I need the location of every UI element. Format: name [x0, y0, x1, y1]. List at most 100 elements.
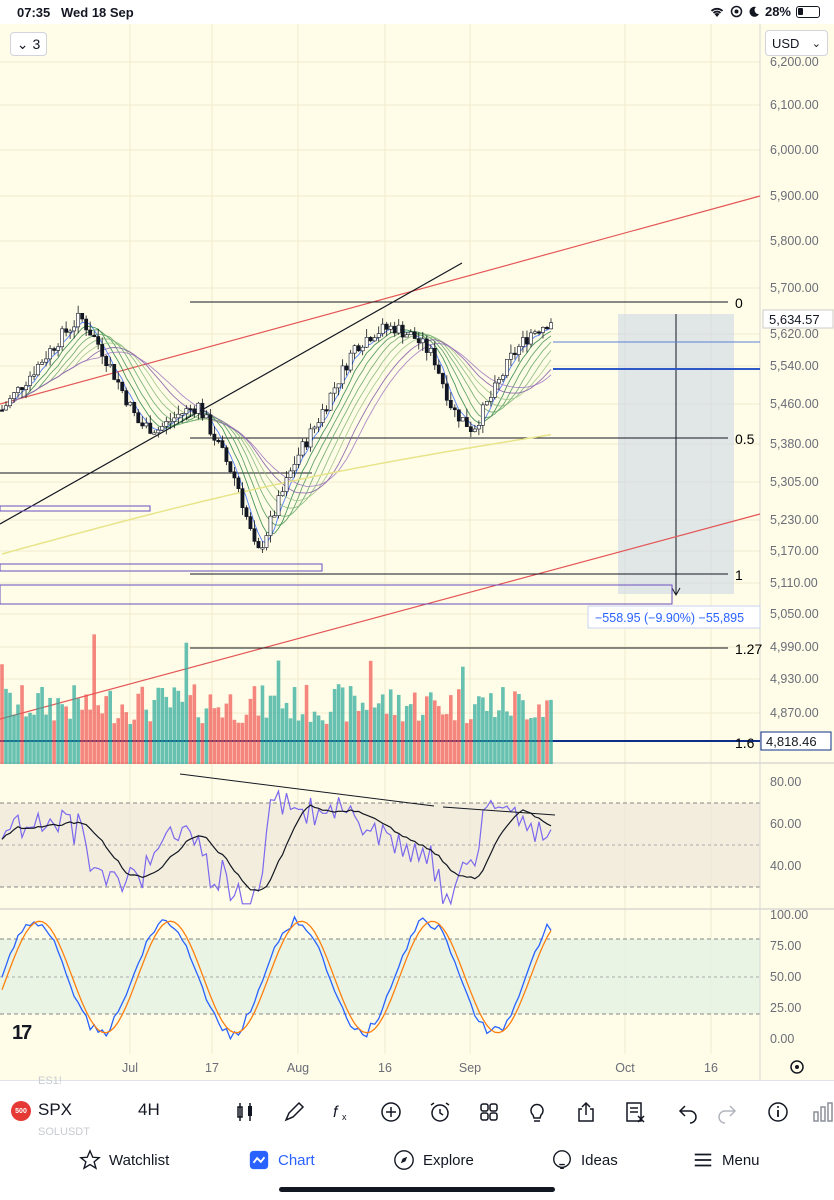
volume-bar — [348, 686, 353, 764]
volume-bar — [240, 722, 245, 764]
candle-body — [549, 322, 553, 330]
rsi-ma-line — [1, 804, 552, 892]
candle-body — [505, 359, 509, 376]
brush-icon[interactable] — [279, 1097, 309, 1127]
candle-body — [132, 402, 137, 414]
rsi-tick: 80.00 — [770, 775, 801, 789]
volume-bar — [172, 687, 177, 764]
candles-icon[interactable] — [230, 1097, 260, 1127]
last-price-label: 5,634.57 — [769, 312, 820, 327]
chevron-down-icon: ⌄ — [811, 37, 821, 50]
currency-select[interactable]: USD ⌄ — [765, 30, 828, 56]
tab-chart[interactable]: Chart — [248, 1149, 315, 1171]
price-tick: 4,990.00 — [770, 640, 819, 654]
candle-body — [388, 325, 393, 330]
volume-bar — [324, 723, 329, 764]
info-icon[interactable] — [763, 1097, 793, 1127]
symbol-name[interactable]: SPX — [38, 1100, 73, 1119]
candle-body — [521, 337, 525, 347]
redo-icon[interactable] — [712, 1097, 742, 1127]
chevron-down-icon: ⌄ — [16, 35, 29, 52]
candle-body — [424, 338, 429, 353]
price-tick: 5,170.00 — [770, 544, 819, 558]
volume-bar — [469, 719, 473, 764]
candle-body — [304, 441, 309, 448]
volume-bar — [364, 709, 369, 764]
volume-bar — [521, 700, 525, 764]
volume-bar — [96, 705, 100, 764]
share-icon[interactable] — [571, 1097, 601, 1127]
candle-body — [400, 324, 405, 338]
tab-menu[interactable]: Menu — [692, 1149, 760, 1171]
rsi-scale: 80.00 60.00 40.00 — [770, 775, 801, 873]
status-right: 28% — [709, 4, 820, 19]
candle-body — [28, 375, 32, 386]
volume-bar — [32, 714, 36, 764]
candle-body — [525, 337, 529, 345]
tab-ideas[interactable]: Ideas — [551, 1149, 618, 1171]
svg-text:x: x — [342, 1112, 347, 1122]
price-tick: 5,305.00 — [770, 475, 819, 489]
candle-body — [440, 373, 445, 385]
chart-canvas[interactable]: 6,200.00 6,100.00 6,000.00 5,900.00 5,800.00… — [0, 24, 834, 1080]
volume-bar — [80, 709, 84, 764]
volume-bar — [4, 688, 8, 764]
candle-body — [484, 401, 489, 406]
indicator-count-chip[interactable]: ⌄ 3 — [10, 32, 47, 56]
price-tick: 5,900.00 — [770, 189, 819, 203]
candle-body — [436, 364, 441, 374]
candle-body — [208, 414, 213, 435]
candle-body — [128, 402, 133, 406]
settings-icon[interactable] — [790, 1060, 804, 1074]
candle-body — [156, 429, 161, 434]
tab-watchlist[interactable]: Watchlist — [79, 1149, 169, 1171]
candle-body — [16, 387, 20, 393]
time-tick: 16 — [704, 1061, 718, 1075]
candle-body — [428, 348, 433, 353]
time-tick: Aug — [287, 1061, 309, 1075]
plus-circle-icon[interactable] — [376, 1097, 406, 1127]
candle-body — [480, 404, 485, 426]
price-tick: 5,700.00 — [770, 281, 819, 295]
volume-bar — [368, 660, 373, 764]
moon-icon — [749, 6, 759, 17]
alarm-icon[interactable] — [425, 1097, 455, 1127]
candle-body — [96, 336, 101, 345]
volume-bar — [465, 723, 469, 764]
candle-body — [92, 334, 97, 337]
tab-explore[interactable]: Explore — [393, 1149, 474, 1171]
volume-bar — [529, 718, 533, 764]
grid-icon[interactable] — [474, 1097, 504, 1127]
bulb-icon[interactable] — [522, 1097, 552, 1127]
stoch-tick: 50.00 — [770, 970, 801, 984]
price-tick: 5,540.00 — [770, 359, 819, 373]
volume-bar — [461, 666, 465, 764]
ghost-symbol-below: SOLUSDT — [38, 1126, 90, 1138]
price-line-tag — [760, 731, 832, 751]
candle-body — [460, 417, 465, 422]
candle-body — [76, 312, 81, 328]
time-tick: Oct — [615, 1061, 635, 1075]
volume-bar — [332, 689, 337, 764]
checklist-icon[interactable] — [620, 1097, 650, 1127]
chart-area[interactable]: 6,200.00 6,100.00 6,000.00 5,900.00 5,800.00… — [0, 24, 834, 1080]
volume-bar — [489, 693, 493, 764]
bars-icon[interactable] — [808, 1097, 834, 1127]
candle-body — [52, 348, 56, 351]
tab-label: Watchlist — [109, 1151, 170, 1169]
volume-bar — [505, 711, 509, 764]
candle-body — [364, 337, 369, 348]
candle-body — [472, 428, 477, 432]
bulb-icon — [553, 1150, 571, 1169]
interval-button[interactable]: 4H — [138, 1100, 160, 1119]
candle-body — [432, 348, 437, 366]
fib-label-0: 0 — [735, 295, 743, 311]
undo-icon[interactable] — [673, 1097, 703, 1127]
candle-body — [80, 312, 85, 320]
candle-body — [72, 326, 77, 332]
price-tick: 5,800.00 — [770, 234, 819, 248]
volume-bar — [84, 694, 88, 764]
ribbon-line — [1, 325, 552, 534]
red-channel-lower — [0, 513, 761, 720]
